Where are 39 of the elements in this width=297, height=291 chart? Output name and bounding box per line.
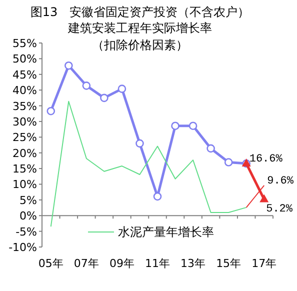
y-tick-label: 25%: [12, 131, 37, 144]
y-tick-label: 50%: [12, 52, 37, 66]
y-tick-label: 45%: [12, 68, 37, 82]
x-tick-label: 07年: [74, 257, 99, 270]
y-tick-label: 30%: [12, 115, 37, 128]
x-tick-label: 15年: [216, 257, 242, 270]
legend-label: 水泥产量年增长率: [118, 225, 214, 239]
y-tick-label: 0%: [20, 210, 37, 223]
point: [100, 94, 108, 102]
point: [46, 106, 56, 116]
y-tick-label: 10%: [12, 178, 37, 192]
y-tick-label: 40%: [12, 84, 37, 98]
point: [136, 139, 144, 148]
y-tick-label: 5%: [20, 194, 37, 207]
x-tick-label: 17年: [252, 257, 277, 270]
point: [171, 122, 180, 130]
point: [118, 84, 126, 93]
point: [82, 82, 91, 90]
y-tick-label: 15%: [12, 162, 37, 176]
data-label: 16.6%: [249, 154, 283, 166]
point: [206, 144, 215, 153]
point: [188, 122, 198, 130]
x-tick-label: 11年: [145, 257, 170, 270]
x-tick-label: 05年: [38, 257, 64, 270]
y-tick-label: 20%: [12, 146, 37, 160]
data-label: 9.6%: [267, 175, 294, 188]
y-tick-label: -10%: [8, 241, 37, 254]
point: [153, 192, 162, 201]
chart-title: 图13 安徽省固定资产投资（不含农户）建筑安装工程年实际增长率: [29, 4, 251, 36]
point: [224, 158, 233, 166]
y-tick-label: 35%: [12, 100, 37, 113]
x-tick-label: 09年: [109, 257, 134, 270]
y-tick-label: 55%: [12, 37, 37, 50]
data-label: 5.2%: [266, 203, 293, 216]
chart-subtitle: （扣除价格因素）: [92, 38, 188, 52]
point: [64, 61, 73, 70]
x-tick-label: 13年: [180, 257, 206, 270]
y-tick-label: -5%: [16, 225, 37, 238]
line-series: [50, 100, 247, 228]
